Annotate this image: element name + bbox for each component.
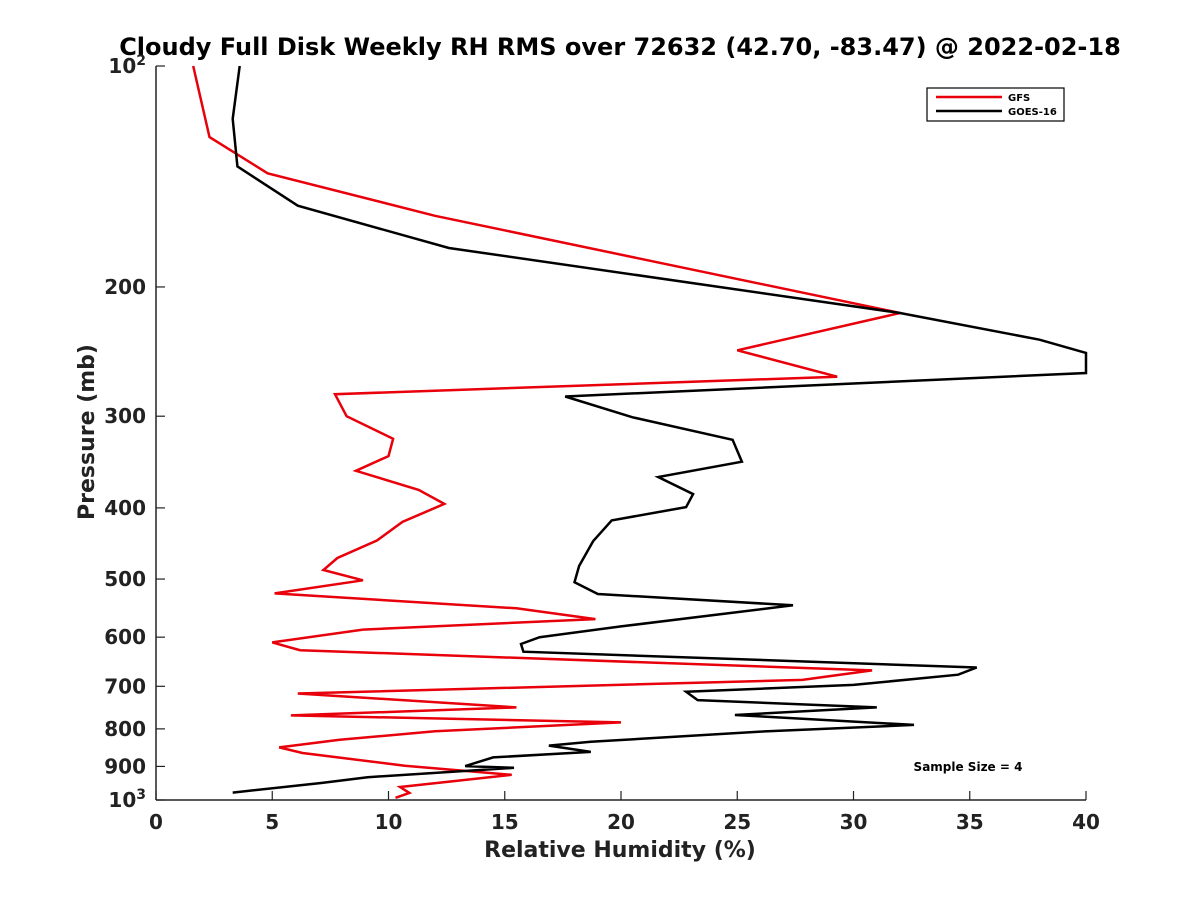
chart-title: Cloudy Full Disk Weekly RH RMS over 7263… bbox=[119, 33, 1121, 61]
y-tick-label: 400 bbox=[104, 496, 146, 520]
y-tick-label: 500 bbox=[104, 567, 146, 591]
legend-label-gfs: GFS bbox=[1008, 93, 1030, 104]
y-tick-label: 600 bbox=[104, 625, 146, 649]
x-tick-label: 30 bbox=[840, 810, 868, 834]
y-tick-label: 300 bbox=[104, 404, 146, 428]
series-line-gfs bbox=[191, 65, 901, 799]
y-tick-label: 800 bbox=[104, 717, 146, 741]
x-tick-label: 15 bbox=[491, 810, 519, 834]
legend-box bbox=[926, 87, 1065, 122]
x-tick-label: 40 bbox=[1072, 810, 1100, 834]
series-layer bbox=[191, 65, 1088, 799]
x-tick-label: 0 bbox=[149, 810, 163, 834]
x-tick-label: 10 bbox=[375, 810, 403, 834]
sample-size-annotation: Sample Size = 4 bbox=[914, 760, 1023, 774]
series-line-goes-16 bbox=[231, 65, 1088, 794]
x-tick-label: 25 bbox=[723, 810, 751, 834]
legend: GFS GOES-16 bbox=[926, 87, 1065, 122]
legend-label-goes-16: GOES-16 bbox=[1008, 107, 1057, 118]
y-tick-label: 103 bbox=[108, 787, 146, 812]
y-tick-label: 200 bbox=[104, 275, 146, 299]
x-tick-label: 20 bbox=[607, 810, 635, 834]
y-tick-label: 102 bbox=[108, 53, 146, 78]
y-axis-label: Pressure (mb) bbox=[75, 344, 100, 520]
x-axis-label: Relative Humidity (%) bbox=[484, 838, 756, 863]
y-tick-label: 700 bbox=[104, 674, 146, 698]
y-tick-label: 900 bbox=[104, 754, 146, 778]
x-tick-label: 35 bbox=[956, 810, 984, 834]
axes: 0 5 10 15 20 25 30 35 40 102 200 300 400 500 600 700 800… bbox=[104, 53, 1100, 834]
x-tick-label: 5 bbox=[265, 810, 279, 834]
